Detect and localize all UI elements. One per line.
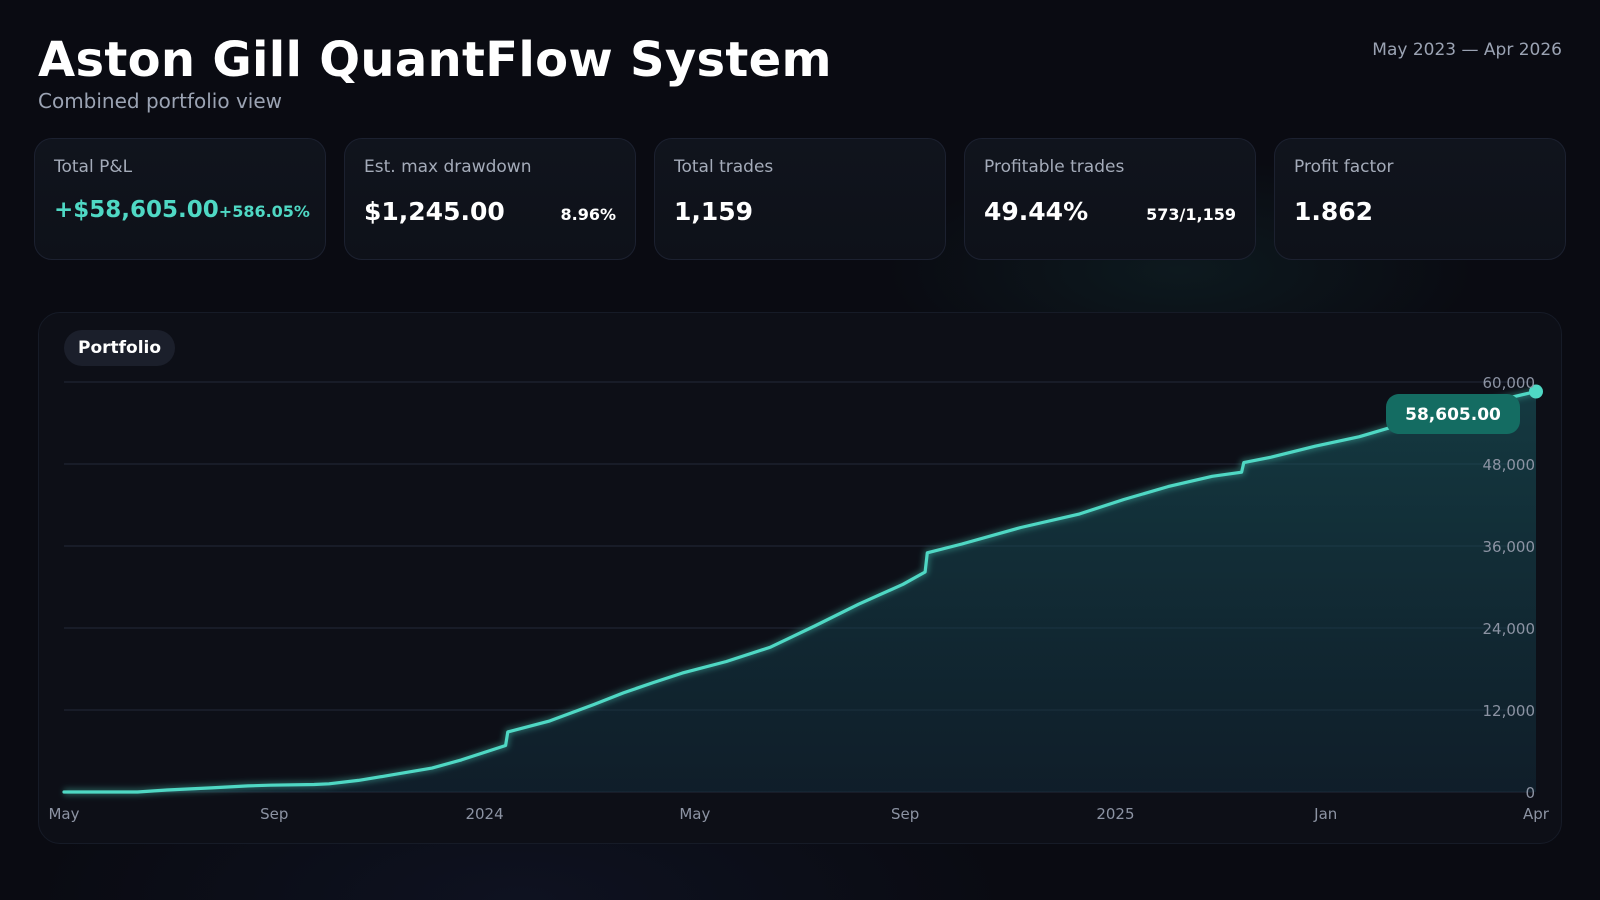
y-tick-label: 60,000 [1483, 374, 1536, 392]
series-area-fill [64, 391, 1536, 792]
kpi-value: 49.44% [984, 197, 1089, 226]
kpi-value: $1,245.00 [364, 197, 505, 226]
x-tick-label: May [48, 805, 79, 823]
kpi-label: Est. max drawdown [364, 157, 532, 177]
kpi-sub: +586.05% [218, 202, 310, 221]
x-tick-label: May [679, 805, 710, 823]
kpi-label: Total P&L [54, 157, 133, 177]
kpi-sub: 573/1,159 [1146, 205, 1236, 224]
y-tick-label: 48,000 [1483, 456, 1536, 474]
y-tick-label: 0 [1525, 784, 1535, 802]
x-tick-label: 2025 [1096, 805, 1134, 823]
kpi-card-max-drawdown: Est. max drawdown $1,245.00 8.96% [344, 138, 636, 260]
x-tick-label: Sep [260, 805, 288, 823]
kpi-card-profit-factor: Profit factor 1.862 [1274, 138, 1566, 260]
x-tick-label: Sep [891, 805, 919, 823]
x-tick-label: 2024 [465, 805, 503, 823]
kpi-card-total-trades: Total trades 1,159 [654, 138, 946, 260]
series-line-portfolio [62, 389, 1538, 794]
last-value-callout [1386, 394, 1520, 434]
kpi-sub: 8.96% [560, 205, 616, 224]
kpi-value: 1,159 [674, 197, 754, 226]
y-tick-label: 36,000 [1483, 538, 1536, 556]
date-range: May 2023 — Apr 2026 [1372, 40, 1562, 60]
page-title: Aston Gill QuantFlow System [38, 32, 832, 88]
kpi-card-profitable-trades: Profitable trades 49.44% 573/1,159 [964, 138, 1256, 260]
series-legend-portfolio[interactable]: Portfolio [64, 330, 176, 366]
page-subtitle: Combined portfolio view [38, 89, 283, 113]
kpi-value: 1.862 [1294, 197, 1374, 226]
x-tick-label: Apr [1523, 805, 1550, 823]
x-tick-label: Jan [1313, 805, 1337, 823]
kpi-card-total-pnl: Total P&L +$58,605.00 +586.05% [34, 138, 326, 260]
last-point-marker [1529, 384, 1543, 399]
y-tick-label: 24,000 [1483, 620, 1536, 638]
kpi-label: Total trades [674, 157, 774, 177]
kpi-value: +$58,605.00 [54, 197, 219, 223]
kpi-label: Profitable trades [984, 157, 1125, 177]
kpi-label: Profit factor [1294, 157, 1394, 177]
y-tick-label: 12,000 [1483, 702, 1536, 720]
last-value-label: 58,605.00 [1405, 405, 1501, 425]
